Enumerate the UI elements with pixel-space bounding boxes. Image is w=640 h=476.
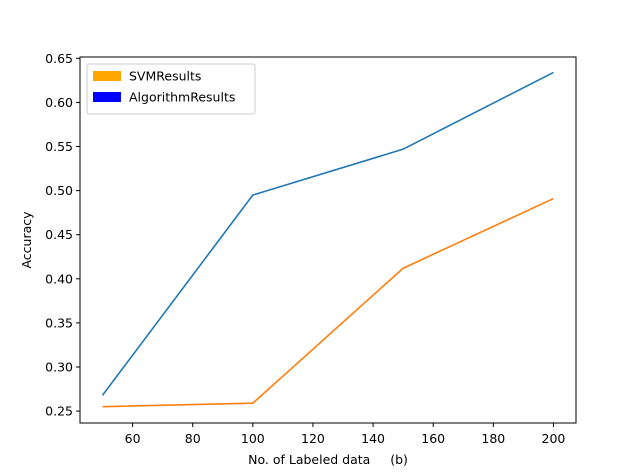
legend: SVMResults AlgorithmResults (86, 63, 256, 115)
y-tick-label: 0.35 (45, 315, 73, 330)
legend-box (86, 63, 256, 115)
plot-frame (79, 56, 577, 424)
y-tick-label: 0.45 (45, 227, 73, 242)
series-layer (101, 71, 554, 408)
y-axis-label: Accuracy (19, 211, 34, 269)
x-tick-label: 120 (301, 431, 325, 446)
x-tick-label: 60 (125, 431, 141, 446)
y-tick-label: 0.50 (45, 183, 73, 198)
y-tick-label: 0.55 (45, 139, 73, 154)
series-line-svmresults (102, 197, 554, 408)
y-tick-label: 0.40 (45, 271, 73, 286)
y-axis-ticks: 0.25 0.30 0.35 0.40 0.45 0.50 0.55 0.60 0.65 (45, 51, 80, 419)
legend-label: SVMResults (129, 69, 201, 84)
x-tick-label: 180 (481, 431, 505, 446)
x-tick-label: 80 (185, 431, 201, 446)
series-line-algorithmresults (101, 71, 554, 396)
legend-swatch (93, 92, 121, 102)
y-tick-label: 0.60 (45, 95, 73, 110)
x-tick-label: 140 (361, 431, 385, 446)
y-tick-label: 0.25 (45, 404, 73, 419)
x-axis-ticks: 60 80 100 120 140 160 180 200 (125, 423, 566, 446)
x-tick-label: 100 (241, 431, 265, 446)
x-tick-label: 200 (542, 431, 566, 446)
y-tick-label: 0.65 (45, 51, 73, 66)
legend-label: AlgorithmResults (129, 90, 235, 105)
x-tick-label: 160 (421, 431, 445, 446)
x-axis-label: No. of Labeled data (b) (248, 452, 408, 467)
y-tick-label: 0.30 (45, 359, 73, 374)
legend-swatch (93, 71, 121, 81)
